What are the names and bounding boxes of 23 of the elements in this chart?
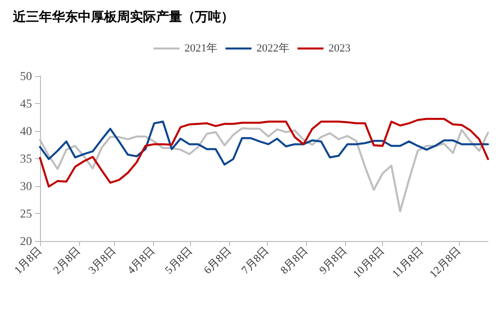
x-tick-label: 6月8日 (202, 244, 234, 277)
x-tick-label: 8月8日 (278, 244, 310, 277)
chart-title: 近三年华东中厚板周实际产量（万吨） (12, 9, 234, 25)
x-tick-label: 2月8日 (51, 244, 84, 277)
x-tick-label: 4月8日 (125, 244, 158, 277)
legend-label: 2023 (328, 42, 351, 54)
x-tick-label: 5月8日 (163, 244, 195, 277)
x-tick-label: 7月8日 (240, 244, 272, 277)
y-tick-label: 30 (20, 179, 32, 193)
x-tick-label: 3月8日 (86, 244, 118, 277)
x-tick-label: 12月8日 (428, 244, 464, 280)
line-series (39, 118, 489, 188)
x-tick-label: 11月8日 (390, 244, 426, 280)
y-tick-label: 35 (20, 152, 32, 166)
line-series (39, 120, 489, 166)
legend-label: 2022年 (256, 42, 290, 54)
y-tick-label: 25 (20, 206, 32, 220)
y-tick-label: 45 (20, 96, 32, 110)
y-tick-label: 50 (20, 69, 32, 83)
x-tick-label: 10月8日 (351, 244, 387, 280)
x-tick-label: 9月8日 (317, 244, 350, 277)
legend-label: 2021年 (184, 42, 218, 54)
y-tick-label: 40 (20, 124, 32, 138)
